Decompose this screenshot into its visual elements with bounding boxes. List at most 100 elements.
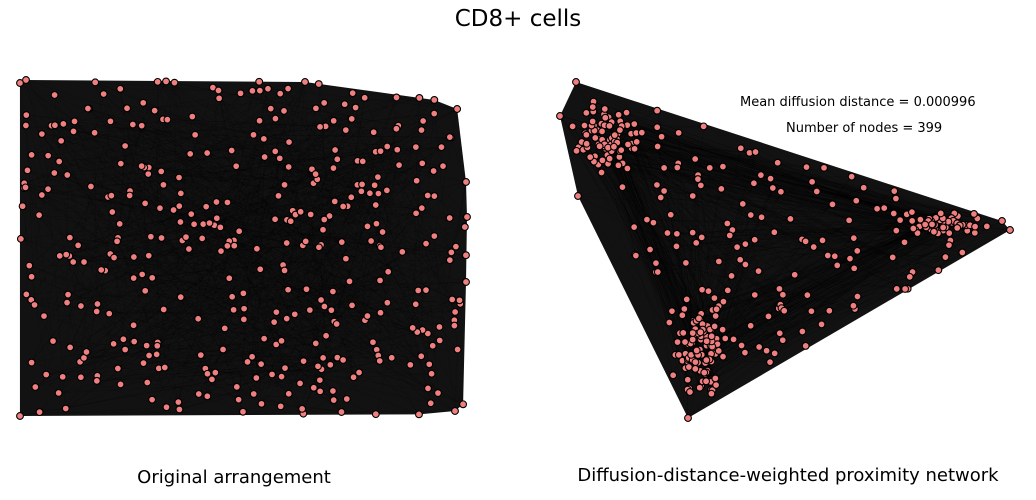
edge <box>678 163 854 239</box>
node <box>93 300 102 308</box>
node <box>778 336 787 345</box>
edge <box>19 218 217 417</box>
node <box>31 383 40 391</box>
edge <box>341 241 452 253</box>
node <box>91 78 100 87</box>
edge <box>133 256 245 309</box>
edge <box>689 220 1003 393</box>
node <box>725 231 734 240</box>
edge <box>110 121 287 244</box>
edge <box>88 108 334 392</box>
node <box>718 325 727 334</box>
edge <box>700 185 715 327</box>
edge <box>145 165 444 204</box>
mean-diffusion-distance-label: Mean diffusion distance = 0.000996 <box>740 95 976 110</box>
node <box>614 161 623 170</box>
edge <box>729 235 746 353</box>
edge <box>581 141 702 355</box>
edge <box>621 150 694 323</box>
edge <box>163 125 399 310</box>
edge <box>24 183 331 365</box>
edge <box>802 295 808 332</box>
edge <box>741 225 967 346</box>
node <box>775 284 784 293</box>
node <box>311 339 320 348</box>
edge <box>700 185 893 258</box>
node <box>35 408 44 417</box>
node <box>941 253 950 262</box>
edge <box>259 90 461 304</box>
edge <box>656 184 963 253</box>
edge <box>711 176 852 331</box>
edge <box>361 191 381 246</box>
edge <box>421 208 423 331</box>
edge <box>319 380 334 401</box>
node <box>282 239 291 247</box>
node <box>683 375 692 384</box>
edge <box>39 214 151 237</box>
node <box>358 157 367 166</box>
node <box>105 309 114 318</box>
node <box>317 296 326 304</box>
node <box>239 407 247 416</box>
edge <box>62 92 353 377</box>
edge <box>29 146 416 266</box>
node <box>119 335 128 344</box>
edge <box>857 213 894 297</box>
edge <box>604 146 782 309</box>
node <box>275 154 284 163</box>
edge <box>619 151 694 337</box>
node <box>601 113 610 122</box>
edge <box>657 146 699 363</box>
node <box>681 258 690 267</box>
edge <box>211 206 348 380</box>
node <box>355 368 364 377</box>
edge <box>203 224 325 307</box>
node <box>16 79 24 87</box>
node <box>371 201 380 209</box>
edge <box>214 167 334 226</box>
edge <box>24 88 289 184</box>
edge <box>715 226 920 354</box>
edge <box>696 200 857 243</box>
edge <box>94 132 130 196</box>
edge <box>586 134 858 252</box>
edge <box>821 198 897 325</box>
edge <box>212 87 327 336</box>
node <box>597 168 606 177</box>
node <box>888 253 897 262</box>
edge <box>117 237 158 346</box>
edge <box>120 88 135 258</box>
edge <box>159 88 269 209</box>
edge <box>26 114 133 125</box>
edge <box>65 331 418 409</box>
edge <box>661 136 908 289</box>
edge <box>198 377 256 395</box>
edge <box>604 144 963 253</box>
node <box>223 241 232 250</box>
node <box>646 245 655 254</box>
node <box>696 328 705 337</box>
edge <box>120 190 131 385</box>
edge <box>612 143 858 252</box>
node <box>958 248 967 257</box>
node <box>203 392 212 401</box>
edge <box>46 306 325 375</box>
node <box>286 217 295 226</box>
edge <box>626 112 806 242</box>
node <box>849 301 858 310</box>
edge <box>117 180 417 238</box>
node <box>434 389 442 398</box>
node <box>618 183 627 192</box>
node <box>248 352 257 361</box>
node <box>598 127 607 136</box>
node <box>678 311 687 320</box>
edge <box>697 175 700 319</box>
node <box>424 384 432 393</box>
node <box>240 304 249 313</box>
node <box>934 266 943 275</box>
edge <box>69 81 158 238</box>
edge <box>744 352 775 354</box>
edge <box>689 258 851 393</box>
node <box>257 360 266 369</box>
